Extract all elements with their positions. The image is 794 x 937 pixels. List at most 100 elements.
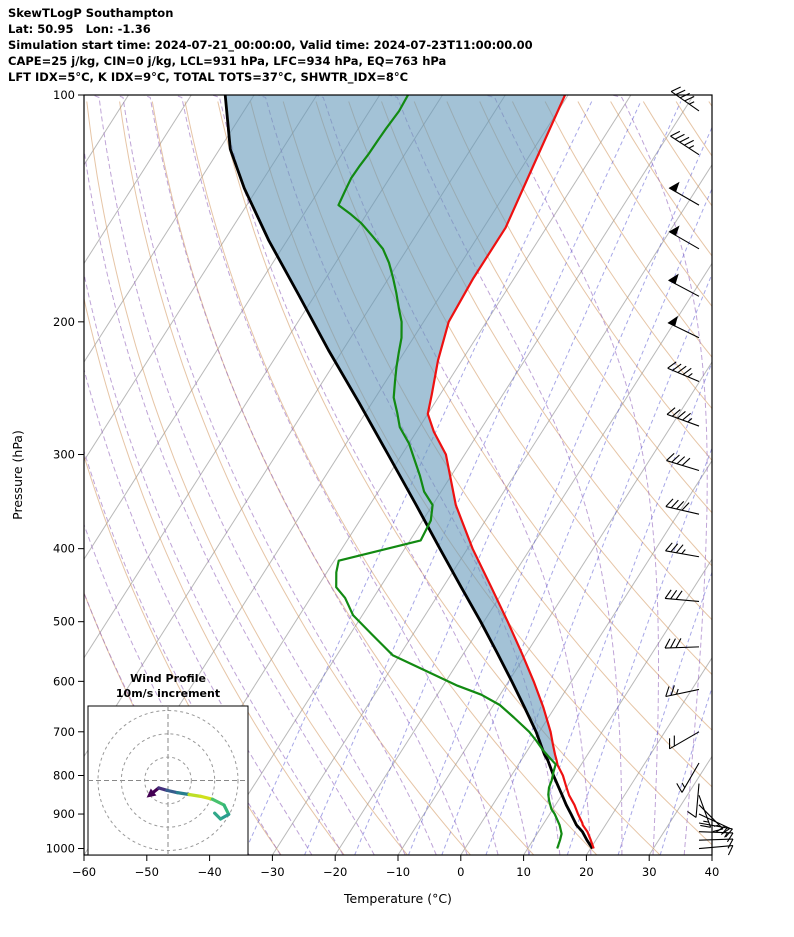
barb-full	[665, 686, 670, 697]
dry-adiabat-line	[742, 102, 794, 856]
dry-adiabat-line	[642, 101, 712, 207]
wind-barb	[664, 589, 700, 602]
wind-barb	[666, 452, 700, 472]
barb-full	[670, 590, 678, 600]
barb-full	[720, 827, 731, 835]
barb-full	[671, 454, 680, 463]
y-tick-label: 400	[53, 542, 75, 556]
x-axis-label: Temperature (°C)	[343, 891, 452, 906]
wind-barb	[665, 685, 700, 698]
hodograph-inset	[87, 705, 249, 856]
x-tick-label: 20	[579, 865, 594, 879]
wind-barb	[664, 638, 700, 649]
dry-adiabat-line	[511, 101, 712, 410]
barb-half	[688, 145, 695, 149]
x-tick-label: 10	[516, 865, 531, 879]
barb-half	[723, 827, 728, 833]
barb-full	[666, 452, 675, 461]
mixing-ratio-line	[566, 446, 712, 855]
wind-barb	[676, 762, 700, 793]
barb-flag	[668, 181, 680, 193]
barb-full	[670, 499, 679, 509]
barb-full	[665, 498, 674, 507]
barb-full	[681, 502, 690, 511]
barb-full	[682, 367, 692, 376]
title-line-3: Simulation start time: 2024-07-21_00:00:…	[8, 38, 533, 52]
moist-adiabat-line	[92, 95, 406, 855]
x-tick-label: −50	[135, 865, 159, 879]
parcel-curve	[223, 95, 594, 850]
wind-barb	[670, 130, 700, 156]
y-tick-label: 800	[53, 768, 75, 782]
sounding-profiles	[223, 95, 595, 850]
barb-staff	[698, 831, 733, 834]
barb-full	[684, 95, 695, 102]
barb-full	[676, 456, 686, 465]
mixing-ratio-line	[441, 187, 712, 855]
barb-half	[675, 688, 679, 695]
barb-staff	[681, 762, 700, 793]
y-tick-label: 300	[53, 448, 75, 462]
isotherm-line	[711, 854, 712, 855]
x-tick-label: −20	[323, 865, 347, 879]
barb-full	[664, 638, 671, 649]
mixing-ratio-line	[408, 126, 712, 855]
barb-flag	[667, 273, 679, 285]
barb-half	[688, 101, 695, 105]
title-line-5: LFT IDX=5°C, K IDX=9°C, TOTAL TOTS=37°C,…	[8, 70, 409, 84]
dry-adiabat-line	[184, 101, 598, 855]
barb-half	[681, 549, 686, 555]
y-tick-label: 700	[53, 725, 75, 739]
moist-adiabat-line	[485, 95, 659, 855]
wind-barb	[665, 498, 700, 515]
hodograph-arrow	[146, 788, 157, 798]
barb-full	[675, 590, 683, 600]
wind-barb	[698, 804, 724, 833]
dry-adiabat-line	[479, 101, 712, 462]
title-line-2: Lat: 50.95 Lon: -1.36	[8, 22, 151, 36]
hodograph-ring	[144, 756, 192, 805]
isotherm-line	[84, 95, 192, 265]
barb-half	[687, 373, 693, 378]
wind-barb	[668, 181, 700, 206]
y-tick-label: 900	[53, 807, 75, 821]
barb-full	[670, 86, 681, 92]
moist-adiabat-line	[174, 95, 499, 855]
barb-full	[670, 685, 675, 696]
barb-full	[676, 500, 685, 510]
hodograph-ring	[120, 733, 216, 828]
y-tick-label: 500	[53, 615, 75, 629]
isotherm-line	[84, 95, 255, 363]
isotherm-line	[84, 95, 318, 462]
barb-full	[666, 407, 676, 415]
barb-full	[700, 824, 711, 828]
barb-full	[667, 361, 677, 369]
isotherm-line	[523, 558, 712, 855]
moist-adiabat-line	[84, 146, 375, 855]
wind-barb	[667, 315, 700, 339]
barb-half	[681, 782, 686, 788]
hodograph-ring	[97, 710, 239, 851]
barb-full	[674, 133, 685, 140]
wind-barb	[665, 542, 700, 558]
wind-barb	[667, 361, 700, 383]
dry-adiabat-line	[86, 101, 408, 855]
mixing-ratio-line	[354, 101, 682, 855]
barb-full	[726, 832, 734, 843]
title-line-4: CAPE=25 j/kg, CIN=0 j/kg, LCL=931 hPa, L…	[8, 54, 447, 68]
hodograph-trace-segment	[175, 791, 191, 797]
barb-full	[670, 130, 681, 137]
barb-half	[687, 417, 693, 423]
y-tick-label: 600	[53, 674, 75, 688]
barb-full	[664, 589, 672, 599]
wind-barb	[669, 731, 700, 750]
moist-adiabat-line	[84, 367, 313, 855]
wind-barb	[698, 845, 734, 856]
mixing-ratio-line	[617, 570, 712, 855]
barb-flag	[667, 315, 678, 327]
dry-adiabat-line	[84, 296, 345, 855]
isotherm-line	[271, 163, 712, 855]
barb-full	[675, 544, 684, 554]
temperature-curve	[426, 95, 595, 849]
